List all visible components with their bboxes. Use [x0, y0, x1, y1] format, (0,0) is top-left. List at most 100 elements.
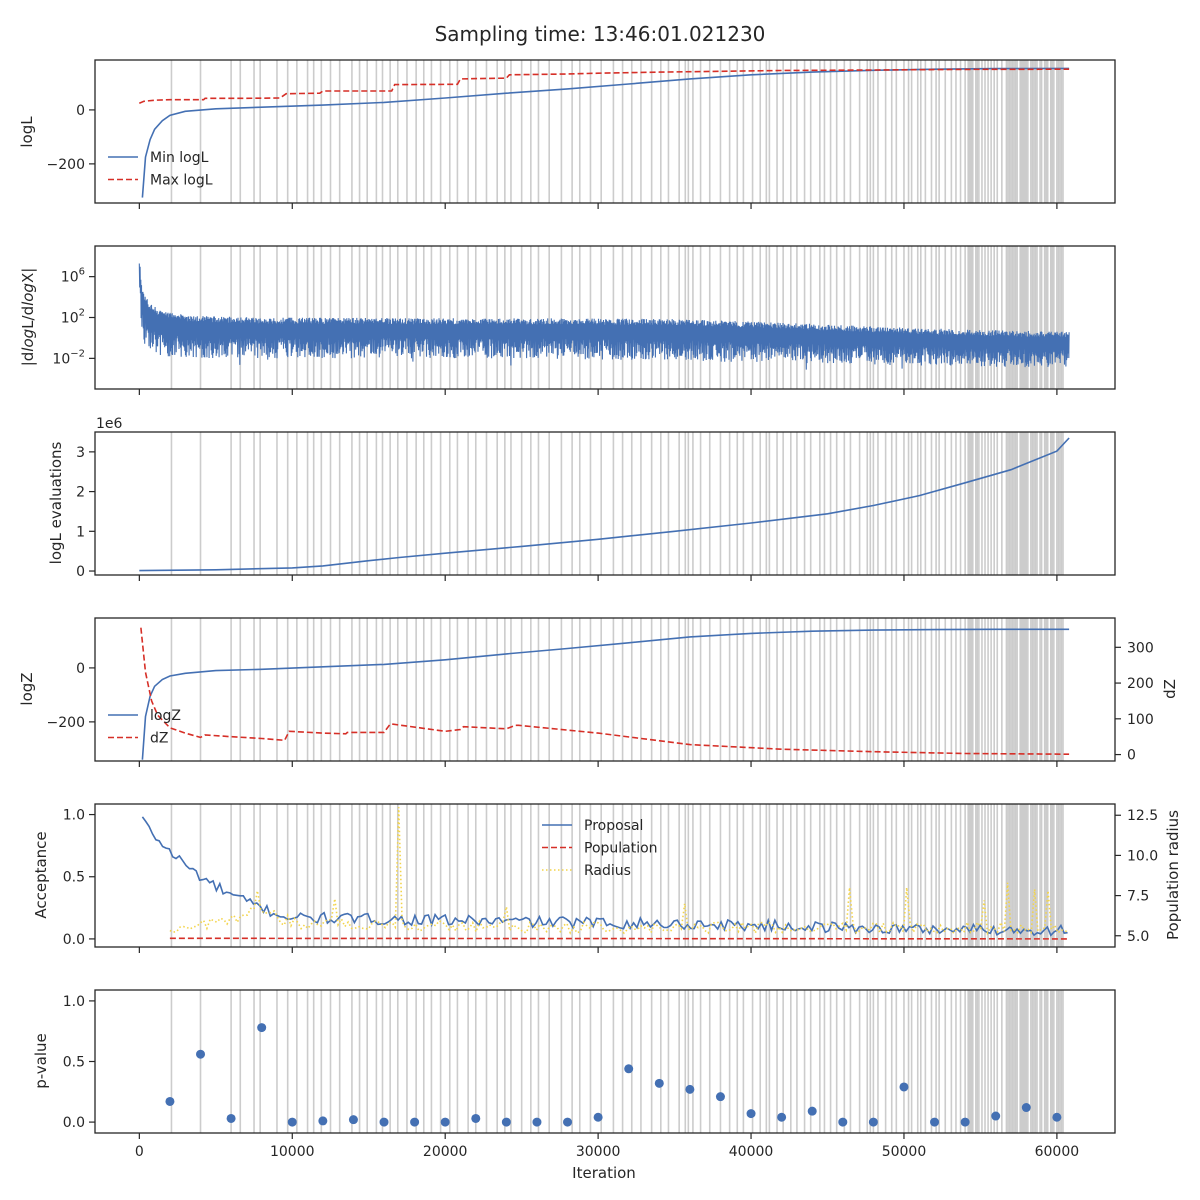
evaluations-plot-area — [139, 432, 1070, 575]
dlogl-y-tick-exponent: 6 — [79, 267, 85, 278]
dlogl-plot-area — [138, 246, 1070, 389]
pvalue-point — [1052, 1112, 1062, 1122]
pvalue-point — [624, 1064, 634, 1074]
dlogl-y-tick-label: 106 — [61, 267, 85, 286]
acceptance-legend-label-proposal: Proposal — [584, 818, 643, 834]
evaluations-ylabel: logL evaluations — [47, 441, 65, 564]
evaluations-frame — [94, 431, 1116, 576]
pvalue-frame — [94, 989, 1116, 1134]
acceptance-y-right-tick-label: 5.0 — [1127, 929, 1149, 945]
pvalue-y-tick-label: 1.0 — [63, 994, 85, 1010]
logl-legend-label-min-logl: Min logL — [150, 150, 209, 166]
pvalue-point — [471, 1113, 481, 1123]
logz-ylabel: logZ — [18, 672, 36, 705]
logz-y-right-tick-label: 300 — [1127, 640, 1154, 656]
pvalue-point — [440, 1117, 450, 1127]
pvalue-point — [348, 1115, 358, 1125]
evaluations-y-tick-label: 3 — [76, 445, 85, 461]
logl-panel: logL 0 −200 Min logL Max logL — [18, 59, 1116, 209]
pvalue-point — [1021, 1103, 1031, 1113]
dlogl-series-0-line — [138, 263, 1070, 370]
pvalue-point — [746, 1109, 756, 1119]
x-tick-label: 0 — [135, 1144, 144, 1160]
x-tick-label: 20000 — [423, 1144, 468, 1160]
pvalue-point — [532, 1117, 542, 1127]
pvalue-point — [868, 1117, 878, 1127]
logl-plot-area — [138, 60, 1070, 203]
logz-series-dz-line — [140, 627, 1070, 755]
pvalue-point — [257, 1023, 267, 1033]
pvalue-point — [715, 1092, 725, 1102]
logz-y-tick-label: 0 — [76, 661, 85, 677]
dlogl-ylabel: |dlogL/dlogX| — [19, 268, 37, 367]
evaluations-y-tick-label: 1 — [76, 524, 85, 540]
logz-legend-label-logz: logZ — [150, 708, 181, 724]
acceptance-y-right-tick-label: 7.5 — [1127, 889, 1149, 905]
dlogl-y-tick-label: 102 — [61, 308, 85, 327]
pvalue-point — [838, 1117, 848, 1127]
acceptance-panel: Acceptance Population radius 0.0 0.5 1.0 5.… — [32, 803, 1182, 953]
dlogl-y-tick-label: 10−2 — [52, 348, 85, 367]
logz-y-right-tick-label: 100 — [1127, 712, 1154, 728]
pvalue-point — [654, 1078, 664, 1088]
pvalue-plot-area — [165, 990, 1064, 1133]
logz-y-right-tick-label: 200 — [1127, 676, 1154, 692]
x-tick-label: 60000 — [1035, 1144, 1080, 1160]
pvalue-point — [410, 1117, 420, 1127]
pvalue-point — [807, 1106, 817, 1116]
x-tick-label: 10000 — [270, 1144, 315, 1160]
dlogl-frame — [94, 245, 1116, 390]
x-tick-label: 40000 — [729, 1144, 774, 1160]
logl-y-tick-label: −200 — [47, 157, 85, 173]
x-axis-label: Iteration — [572, 1164, 636, 1182]
acceptance-y-tick-label: 1.0 — [63, 808, 85, 824]
logz-plot-area — [140, 618, 1070, 761]
pvalue-panel: p-value 0 10000 20000 30000 40000 50000 60000 0… — [32, 989, 1116, 1160]
pvalue-point — [165, 1096, 175, 1106]
pvalue-point — [501, 1117, 511, 1127]
pvalue-point — [777, 1112, 787, 1122]
pvalue-point — [930, 1117, 940, 1127]
logl-series-max-logl-line — [138, 68, 1070, 104]
acceptance-y-right-tick-label: 12.5 — [1127, 808, 1158, 824]
logl-frame — [94, 59, 1116, 204]
logl-ylabel: logL — [18, 116, 36, 148]
pvalue-point — [960, 1117, 970, 1127]
evaluations-y-tick-label: 2 — [76, 485, 85, 501]
acceptance-y-tick-label: 0.0 — [63, 932, 85, 948]
logz-y-right-tick-label: 0 — [1127, 748, 1136, 764]
logl-y-tick-label: 0 — [76, 103, 85, 119]
logz-y-tick-label: −200 — [47, 715, 85, 731]
figure-title: Sampling time: 13:46:01.021230 — [435, 22, 766, 46]
pvalue-ylabel: p-value — [32, 1033, 50, 1089]
acceptance-legend-label-radius: Radius — [584, 863, 631, 879]
logz-frame — [94, 617, 1116, 762]
pvalue-point — [318, 1116, 328, 1126]
evaluations-panel: logL evaluations 1e6 0 1 2 3 — [47, 416, 1116, 581]
population-radius-ylabel: Population radius — [1164, 810, 1182, 940]
evaluations-y-tick-label: 0 — [76, 564, 85, 580]
pvalue-point — [685, 1084, 695, 1094]
logz-series-logz-line — [141, 628, 1070, 760]
pvalue-point — [379, 1117, 389, 1127]
evaluations-offset-text: 1e6 — [96, 416, 123, 432]
dlogl-y-tick-exponent: −2 — [70, 348, 85, 359]
dlogl-panel: |dlogL/dlogX| 106 102 10−2 — [19, 245, 1116, 395]
x-tick-label: 30000 — [576, 1144, 621, 1160]
x-tick-label: 50000 — [882, 1144, 927, 1160]
logl-legend-label-max-logl: Max logL — [150, 173, 213, 189]
pvalue-point — [899, 1082, 909, 1092]
dlogl-y-tick-exponent: 2 — [79, 308, 85, 319]
logz-panel: logZ dZ 0 −200 0 100 200 300 logZ dZ — [18, 617, 1179, 767]
acceptance-plot-area — [141, 804, 1070, 947]
logz-legend-label-dz: dZ — [150, 731, 168, 747]
pvalue-point — [196, 1049, 206, 1059]
acceptance-series-proposal-line — [141, 816, 1068, 937]
acceptance-legend-label-population: Population — [584, 841, 658, 857]
pvalue-point — [593, 1112, 603, 1122]
pvalue-y-tick-label: 0.5 — [63, 1055, 85, 1071]
acceptance-frame — [94, 803, 1116, 948]
acceptance-y-right-tick-label: 10.0 — [1127, 848, 1158, 864]
dz-ylabel: dZ — [1161, 679, 1179, 699]
